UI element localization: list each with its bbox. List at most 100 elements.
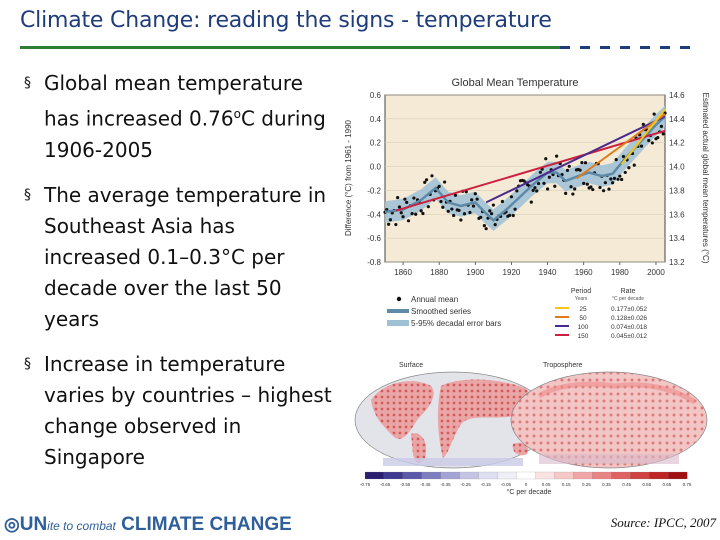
annual-mean-dot xyxy=(632,163,636,167)
colorbar-tick-label: 0.45 xyxy=(622,482,631,487)
annual-mean-dot xyxy=(419,209,423,213)
y-tick-label: -0.8 xyxy=(367,258,381,267)
title-underline xyxy=(20,46,560,49)
annual-mean-dot xyxy=(659,124,663,128)
bullet-text: Increase in temperature varies by countr… xyxy=(44,351,332,469)
colorbar-cell xyxy=(478,471,498,480)
bullet-text: The average temperature in Southeast Asi… xyxy=(44,182,327,331)
logo-end: CLIMATE CHANGE xyxy=(121,514,292,535)
annual-mean-dot xyxy=(405,200,409,204)
annual-mean-dot xyxy=(578,168,582,172)
trend-line xyxy=(575,113,666,180)
annual-mean-dot xyxy=(621,154,626,159)
map-label-troposphere: Troposphere xyxy=(543,362,583,369)
title-dash xyxy=(600,46,610,49)
chart-legend: Annual mean Smoothed series 5-95% decada… xyxy=(387,288,647,340)
x-tick-label: 1900 xyxy=(466,268,484,277)
annual-mean-dot xyxy=(641,122,645,126)
y-tick-label: 0.2 xyxy=(370,139,382,148)
annual-mean-dot xyxy=(601,189,606,193)
annual-mean-dot xyxy=(388,218,393,222)
title-dash xyxy=(640,46,650,49)
bullet-item: § The average temperature in Southeast A… xyxy=(24,180,334,335)
legend-period-units: Years xyxy=(575,296,588,302)
annual-mean-dot xyxy=(470,198,474,202)
un-climate-logo: ◎UNite to combat CLIMATE CHANGE xyxy=(4,514,292,536)
annual-mean-dot xyxy=(401,215,405,219)
map-label-surface: Surface xyxy=(399,362,423,369)
annual-mean-dot xyxy=(618,174,622,178)
y-tick-label: -0.2 xyxy=(367,186,381,195)
colorbar-cell xyxy=(630,471,650,480)
annual-mean-dot xyxy=(443,180,447,184)
annual-mean-dot xyxy=(536,181,541,186)
x-ticks: 1860 1880 1900 1920 1940 1960 1980 2000 xyxy=(394,262,665,277)
annual-mean-dot xyxy=(607,187,611,191)
annual-mean-dot xyxy=(585,182,589,186)
annual-mean-dot xyxy=(441,205,445,209)
annual-mean-dot xyxy=(535,189,539,193)
annual-mean-dot xyxy=(538,170,542,174)
annual-mean-dot xyxy=(545,187,550,191)
bullet-item: § Increase in temperature varies by coun… xyxy=(24,349,334,473)
annual-mean-dot xyxy=(661,132,665,136)
annual-mean-dot xyxy=(471,204,476,208)
annual-mean-dot xyxy=(513,207,517,211)
annual-mean-dot xyxy=(509,195,514,199)
annual-mean-dot xyxy=(564,191,568,196)
annual-mean-dot xyxy=(515,189,519,193)
colorbar-cell xyxy=(383,471,404,480)
annual-mean-dot xyxy=(547,175,551,179)
colorbar-cell xyxy=(440,471,461,480)
logo-un: UN xyxy=(19,514,48,535)
annual-mean-dot xyxy=(531,188,535,192)
surface-map xyxy=(354,371,552,469)
colorbar-cell xyxy=(421,471,442,480)
trend-line xyxy=(485,115,666,204)
annual-mean-dot xyxy=(453,193,458,197)
legend-rate-header: Rate xyxy=(621,288,636,295)
colorbar-cell xyxy=(649,471,669,480)
error-band xyxy=(385,105,665,231)
annual-mean-dot xyxy=(639,144,644,148)
y-axis-label: Difference (°C) from 1961 - 1990 xyxy=(344,119,353,236)
annual-mean-dot xyxy=(437,184,441,188)
x-tick-label: 1860 xyxy=(394,268,412,277)
legend-rate-units: °C per decade xyxy=(612,296,644,302)
legend-entry: Annual mean xyxy=(411,295,458,304)
annual-mean-dot xyxy=(589,185,593,189)
colorbar-cell xyxy=(535,471,555,480)
chart-title: Global Mean Temperature xyxy=(452,77,579,89)
slide-title: Climate Change: reading the signs - temp… xyxy=(20,8,552,33)
trend-legend-rate: 0.074±0.018 xyxy=(611,324,647,331)
colorbar-tick-label: -0.25 xyxy=(460,482,471,487)
superscript: o xyxy=(233,107,241,121)
trend-legend-rate: 0.177±0.052 xyxy=(611,306,647,313)
x-tick-label: 1980 xyxy=(611,268,629,277)
annual-mean-dot xyxy=(426,205,430,209)
colorbar-cell xyxy=(554,471,574,480)
trend-legend-rate: 0.045±0.012 xyxy=(611,333,647,340)
annual-mean-dot xyxy=(623,170,627,175)
colorbar-cell xyxy=(516,471,536,480)
annual-mean-dot xyxy=(414,212,418,216)
annual-mean-dot xyxy=(452,213,456,218)
trend-legend-period: 25 xyxy=(579,306,587,313)
colorbar-tick-label: -0.05 xyxy=(501,482,512,487)
y-tick-label: -0.4 xyxy=(367,210,381,219)
x-tick-label: 1880 xyxy=(430,268,448,277)
bullet-marker: § xyxy=(24,355,31,372)
colorbar-tick-label: 0.05 xyxy=(542,482,551,487)
legend-swatch xyxy=(387,320,409,326)
annual-mean-dot xyxy=(482,223,486,228)
annual-mean-dot xyxy=(493,223,497,227)
colorbar-tick-label: 0 xyxy=(525,482,528,487)
annual-mean-dot xyxy=(511,213,515,218)
y-tick-label: 0.4 xyxy=(370,115,382,124)
annual-mean-dot xyxy=(580,160,584,165)
annual-mean-dot xyxy=(609,177,613,181)
title-dash xyxy=(580,46,590,49)
annual-mean-dot xyxy=(647,138,651,143)
annual-mean-dot xyxy=(387,222,391,226)
y2-tick-label: 13.8 xyxy=(669,186,685,195)
